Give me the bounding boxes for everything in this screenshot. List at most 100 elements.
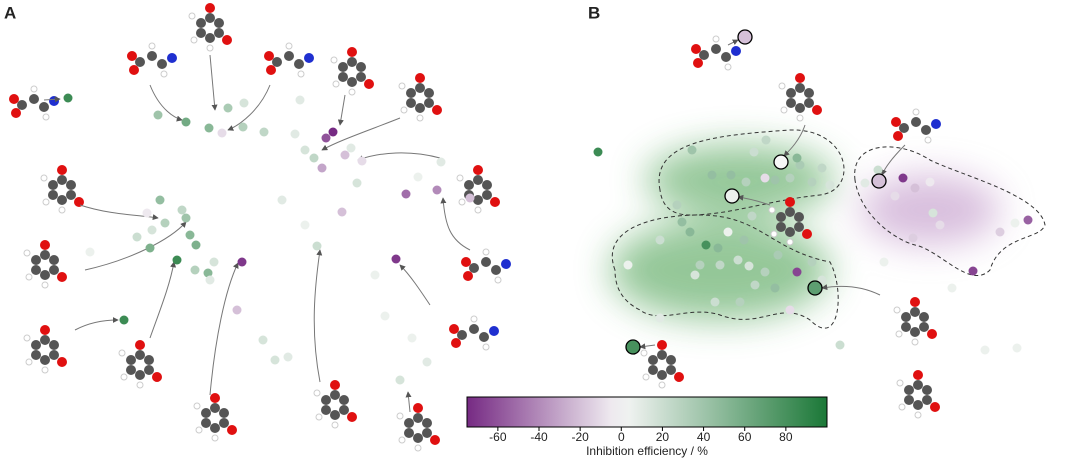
point (873, 165, 883, 175)
panel-label: A (4, 3, 16, 22)
point (695, 260, 705, 270)
point (825, 180, 835, 190)
point (145, 243, 155, 253)
point (237, 257, 247, 267)
colorbar-tick-label: 60 (738, 430, 752, 444)
point (760, 173, 770, 183)
point (655, 235, 665, 245)
point (391, 254, 401, 264)
point (701, 240, 711, 250)
highlighted-point (773, 154, 789, 170)
point (1012, 343, 1022, 353)
point (119, 315, 129, 325)
point (792, 153, 802, 163)
point (85, 247, 95, 257)
point (321, 133, 331, 143)
point (147, 225, 157, 235)
point (181, 117, 191, 127)
point (312, 241, 322, 251)
arrows (43, 39, 906, 413)
point (205, 275, 215, 285)
colorbar-tick-label: -40 (530, 430, 548, 444)
point (259, 127, 269, 137)
point (910, 183, 920, 193)
colorbar-tick-label: 0 (618, 430, 625, 444)
point (713, 243, 723, 253)
point (380, 311, 390, 321)
point (295, 95, 305, 105)
point (204, 123, 214, 133)
point (770, 175, 780, 185)
point (735, 297, 745, 307)
point (413, 172, 423, 182)
point (155, 195, 165, 205)
point (185, 230, 195, 240)
point (352, 178, 362, 188)
point (181, 213, 191, 223)
point (270, 355, 280, 365)
point (623, 260, 633, 270)
point (422, 357, 432, 367)
point (807, 177, 817, 187)
point (283, 352, 293, 362)
highlighted-point (724, 188, 740, 204)
colorbar-tick-label: 20 (656, 430, 670, 444)
point (436, 157, 446, 167)
point (407, 333, 417, 343)
point (860, 178, 870, 188)
point (395, 375, 405, 385)
point (747, 211, 757, 221)
point (277, 195, 287, 205)
point (947, 283, 957, 293)
point (898, 173, 908, 183)
point (370, 270, 380, 280)
point (817, 163, 827, 173)
point (317, 163, 327, 173)
point (795, 160, 805, 170)
point (785, 173, 795, 183)
point (835, 340, 845, 350)
point (770, 283, 780, 293)
point (715, 260, 725, 270)
point (726, 170, 736, 180)
point (685, 227, 695, 237)
point (792, 267, 802, 277)
point (593, 147, 603, 157)
point (290, 129, 300, 139)
point (687, 145, 697, 155)
point (707, 170, 717, 180)
colorbar-tick-label: 80 (779, 430, 793, 444)
point (300, 145, 310, 155)
point (723, 227, 733, 237)
point (1010, 218, 1020, 228)
colorbar-label: Inhibition efficiency / % (586, 444, 708, 458)
point (465, 193, 475, 203)
point (672, 200, 682, 210)
point (677, 217, 687, 227)
point (773, 250, 783, 260)
colorbar-tick-label: 40 (697, 430, 711, 444)
point (357, 156, 367, 166)
point (710, 297, 720, 307)
point (690, 270, 700, 280)
point (209, 257, 219, 267)
point (925, 177, 935, 187)
point (968, 266, 978, 276)
point (908, 233, 918, 243)
highlighted-point (625, 339, 641, 355)
point (1023, 215, 1033, 225)
point (172, 255, 182, 265)
point (223, 103, 233, 113)
point (744, 261, 754, 271)
point (239, 98, 249, 108)
point (142, 208, 152, 218)
point (153, 110, 163, 120)
colorbar (466, 396, 828, 428)
point (785, 305, 795, 315)
point (217, 128, 227, 138)
point (750, 280, 760, 290)
point (928, 208, 938, 218)
point (191, 240, 201, 250)
point (890, 191, 900, 201)
